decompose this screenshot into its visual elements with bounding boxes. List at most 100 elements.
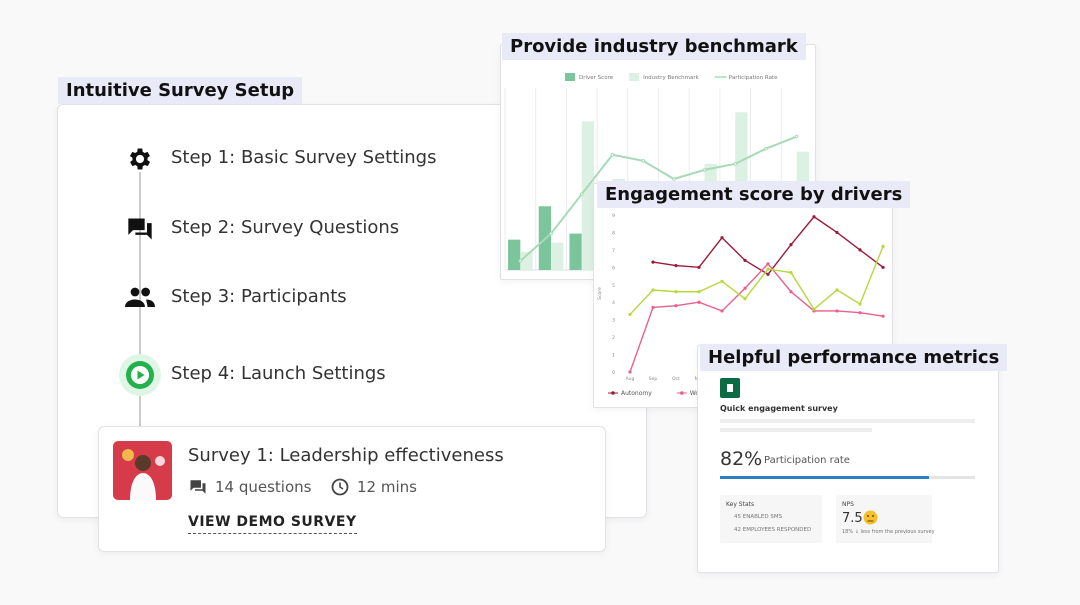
metrics-heading: Helpful performance metrics bbox=[700, 344, 1008, 371]
y-tick-label: 9 bbox=[612, 213, 615, 219]
questions-icon bbox=[128, 218, 152, 240]
participation-label: Participation rate bbox=[764, 455, 850, 466]
point bbox=[641, 159, 645, 163]
y-tick-label: 7 bbox=[612, 248, 615, 254]
point bbox=[789, 270, 793, 275]
progress-fill bbox=[720, 476, 930, 479]
point bbox=[518, 259, 523, 263]
point bbox=[733, 162, 738, 166]
point bbox=[835, 288, 839, 292]
point bbox=[812, 307, 816, 311]
benchmark-heading: Provide industry benchmark bbox=[502, 33, 806, 60]
point bbox=[610, 152, 615, 157]
bar bbox=[508, 239, 521, 270]
survey-duration: 12 mins bbox=[357, 478, 417, 496]
survey-icon bbox=[720, 378, 740, 398]
legend-label: Participation Rate bbox=[729, 75, 778, 81]
point bbox=[835, 230, 839, 235]
step-label: Step 1: Basic Survey Settings bbox=[171, 147, 437, 168]
y-tick-label: 2 bbox=[612, 335, 615, 341]
placeholder-bar bbox=[720, 419, 975, 423]
gear-icon bbox=[129, 148, 151, 170]
step-line bbox=[139, 172, 141, 427]
point bbox=[881, 244, 885, 248]
point bbox=[766, 267, 770, 271]
line bbox=[519, 135, 798, 262]
point bbox=[789, 290, 793, 294]
y-axis-title: Score bbox=[597, 287, 603, 300]
point bbox=[881, 314, 885, 318]
point bbox=[628, 312, 632, 317]
nps-value: 7.5 bbox=[842, 511, 863, 526]
survey-title: Survey 1: Leadership effectiveness bbox=[188, 445, 504, 466]
point bbox=[720, 309, 724, 313]
key-stat: 42 EMPLOYEES RESPONDED bbox=[734, 527, 812, 533]
nps-box bbox=[836, 495, 932, 543]
legend-swatch bbox=[611, 391, 615, 395]
point bbox=[697, 290, 701, 294]
point bbox=[674, 290, 678, 294]
y-tick-label: 8 bbox=[612, 230, 615, 236]
point bbox=[549, 231, 553, 236]
point bbox=[720, 236, 724, 240]
progress-track bbox=[720, 476, 975, 479]
y-tick-label: 1 bbox=[612, 353, 615, 359]
survey-questions: 14 questions bbox=[215, 478, 312, 496]
bar bbox=[551, 242, 564, 270]
point bbox=[697, 265, 701, 269]
legend-swatch bbox=[629, 73, 640, 81]
view-demo-link[interactable]: VIEW DEMO SURVEY bbox=[188, 514, 357, 534]
point bbox=[743, 297, 747, 301]
x-tick-label: Sep bbox=[649, 376, 658, 382]
point bbox=[672, 177, 676, 181]
point bbox=[881, 265, 885, 269]
step-label: Step 4: Launch Settings bbox=[171, 363, 386, 384]
point bbox=[858, 311, 862, 315]
step-label: Step 3: Participants bbox=[171, 286, 347, 307]
point bbox=[766, 272, 770, 276]
point bbox=[858, 302, 862, 306]
line bbox=[629, 262, 884, 373]
key-stat: 45 ENABLED SMS bbox=[734, 514, 783, 520]
nps-title: NPS bbox=[842, 501, 854, 508]
bar bbox=[520, 251, 533, 270]
nps-note: 18% ↓ less from the previous survey bbox=[842, 529, 935, 535]
point bbox=[858, 248, 862, 252]
step-label: Step 2: Survey Questions bbox=[171, 217, 400, 238]
people-icon bbox=[125, 287, 155, 307]
engagement-chart: 0123456789ScoreAugSepOctNovDecJanFebMarA… bbox=[597, 213, 886, 397]
launch-icon bbox=[119, 354, 161, 396]
legend-label: Autonomy bbox=[621, 390, 652, 397]
survey-name: Quick engagement survey bbox=[720, 404, 838, 413]
point bbox=[766, 262, 770, 266]
engagement-heading: Engagement score by drivers bbox=[597, 181, 911, 208]
point bbox=[651, 260, 655, 264]
point bbox=[628, 370, 632, 374]
y-tick-label: 6 bbox=[612, 265, 615, 271]
participation-value: 82% bbox=[720, 448, 763, 470]
key-stats-box bbox=[720, 495, 822, 543]
point bbox=[794, 134, 799, 139]
point bbox=[812, 215, 816, 219]
point bbox=[720, 279, 724, 283]
placeholder-bar bbox=[720, 428, 872, 432]
bar bbox=[581, 121, 595, 270]
legend-swatch bbox=[565, 73, 575, 81]
legend-label: Industry Benchmark bbox=[643, 75, 700, 81]
legend-swatch bbox=[680, 391, 684, 395]
survey-card[interactable] bbox=[98, 426, 606, 552]
point bbox=[789, 243, 793, 247]
legend-label: Driver Score bbox=[579, 75, 614, 81]
point bbox=[674, 263, 678, 268]
y-tick-label: 0 bbox=[612, 370, 615, 376]
bar bbox=[569, 233, 582, 270]
point bbox=[697, 300, 701, 304]
point bbox=[702, 168, 707, 172]
clock-icon bbox=[331, 478, 349, 496]
line bbox=[652, 215, 884, 276]
point bbox=[743, 258, 747, 262]
y-tick-label: 3 bbox=[612, 318, 615, 324]
point bbox=[764, 146, 768, 151]
y-tick-label: 4 bbox=[612, 300, 615, 306]
emoji-icon bbox=[863, 510, 878, 525]
